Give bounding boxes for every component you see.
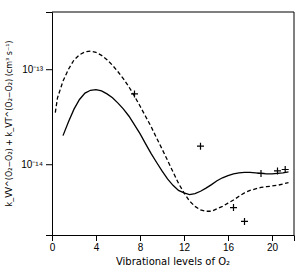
x-tick-label: 16 xyxy=(223,242,235,253)
x-tick: 20 xyxy=(267,235,279,253)
y-axis: 10⁻¹⁴ 10⁻¹³ xyxy=(21,13,52,236)
x-tick: 12 xyxy=(179,235,191,253)
frame-top xyxy=(52,12,294,13)
y-tick-mark xyxy=(46,164,52,165)
x-tick-mark xyxy=(272,235,273,241)
y-tick-mark xyxy=(46,69,52,70)
x-tick: 16 xyxy=(223,235,235,253)
x-tick-label: 20 xyxy=(267,242,279,253)
x-axis-title: Vibrational levels of O₂ xyxy=(116,256,230,267)
x-tick-mark xyxy=(184,235,185,241)
x-tick-label: 12 xyxy=(179,242,191,253)
marker xyxy=(282,166,289,173)
marker xyxy=(241,218,248,225)
x-tick: 8 xyxy=(138,235,144,253)
y-tick-label: 10⁻¹³ xyxy=(22,64,43,75)
x-tick-mark xyxy=(96,235,97,241)
x-tick: 4 xyxy=(94,235,100,253)
x-tick-mark xyxy=(228,235,229,241)
x-tick-label: 0 xyxy=(50,242,56,253)
x-axis: 0 4 8 12 16 20 xyxy=(50,235,295,253)
x-tick-label: 8 xyxy=(138,242,144,253)
x-tick-mark xyxy=(140,235,141,241)
marker xyxy=(131,90,138,97)
x-tick-label: 4 xyxy=(94,242,100,253)
y-axis-line xyxy=(46,13,53,236)
y-tick-label: 10⁻¹⁴ xyxy=(21,159,43,170)
frame-right xyxy=(294,12,295,235)
plot: 0 4 8 12 16 20 10⁻¹⁴ 10⁻¹³ xyxy=(21,12,294,253)
x-tick: 0 xyxy=(50,235,56,253)
marker xyxy=(230,204,237,211)
x-axis-line xyxy=(53,236,295,242)
marker xyxy=(258,170,265,177)
y-axis-title: k_VV^(O₂−O₂) + k_VT^(O₂−O₂) (cm³ s⁻¹) xyxy=(5,41,14,207)
chart: 0 4 8 12 16 20 10⁻¹⁴ 10⁻¹³ Vibrational levels of… xyxy=(0,0,306,273)
line-solid xyxy=(63,90,289,195)
marks xyxy=(55,51,288,225)
marker xyxy=(274,167,281,174)
y-tick: 10⁻¹⁴ xyxy=(21,159,52,170)
y-tick: 10⁻¹³ xyxy=(22,64,52,75)
line-dashed xyxy=(55,51,288,211)
marker xyxy=(197,143,204,150)
